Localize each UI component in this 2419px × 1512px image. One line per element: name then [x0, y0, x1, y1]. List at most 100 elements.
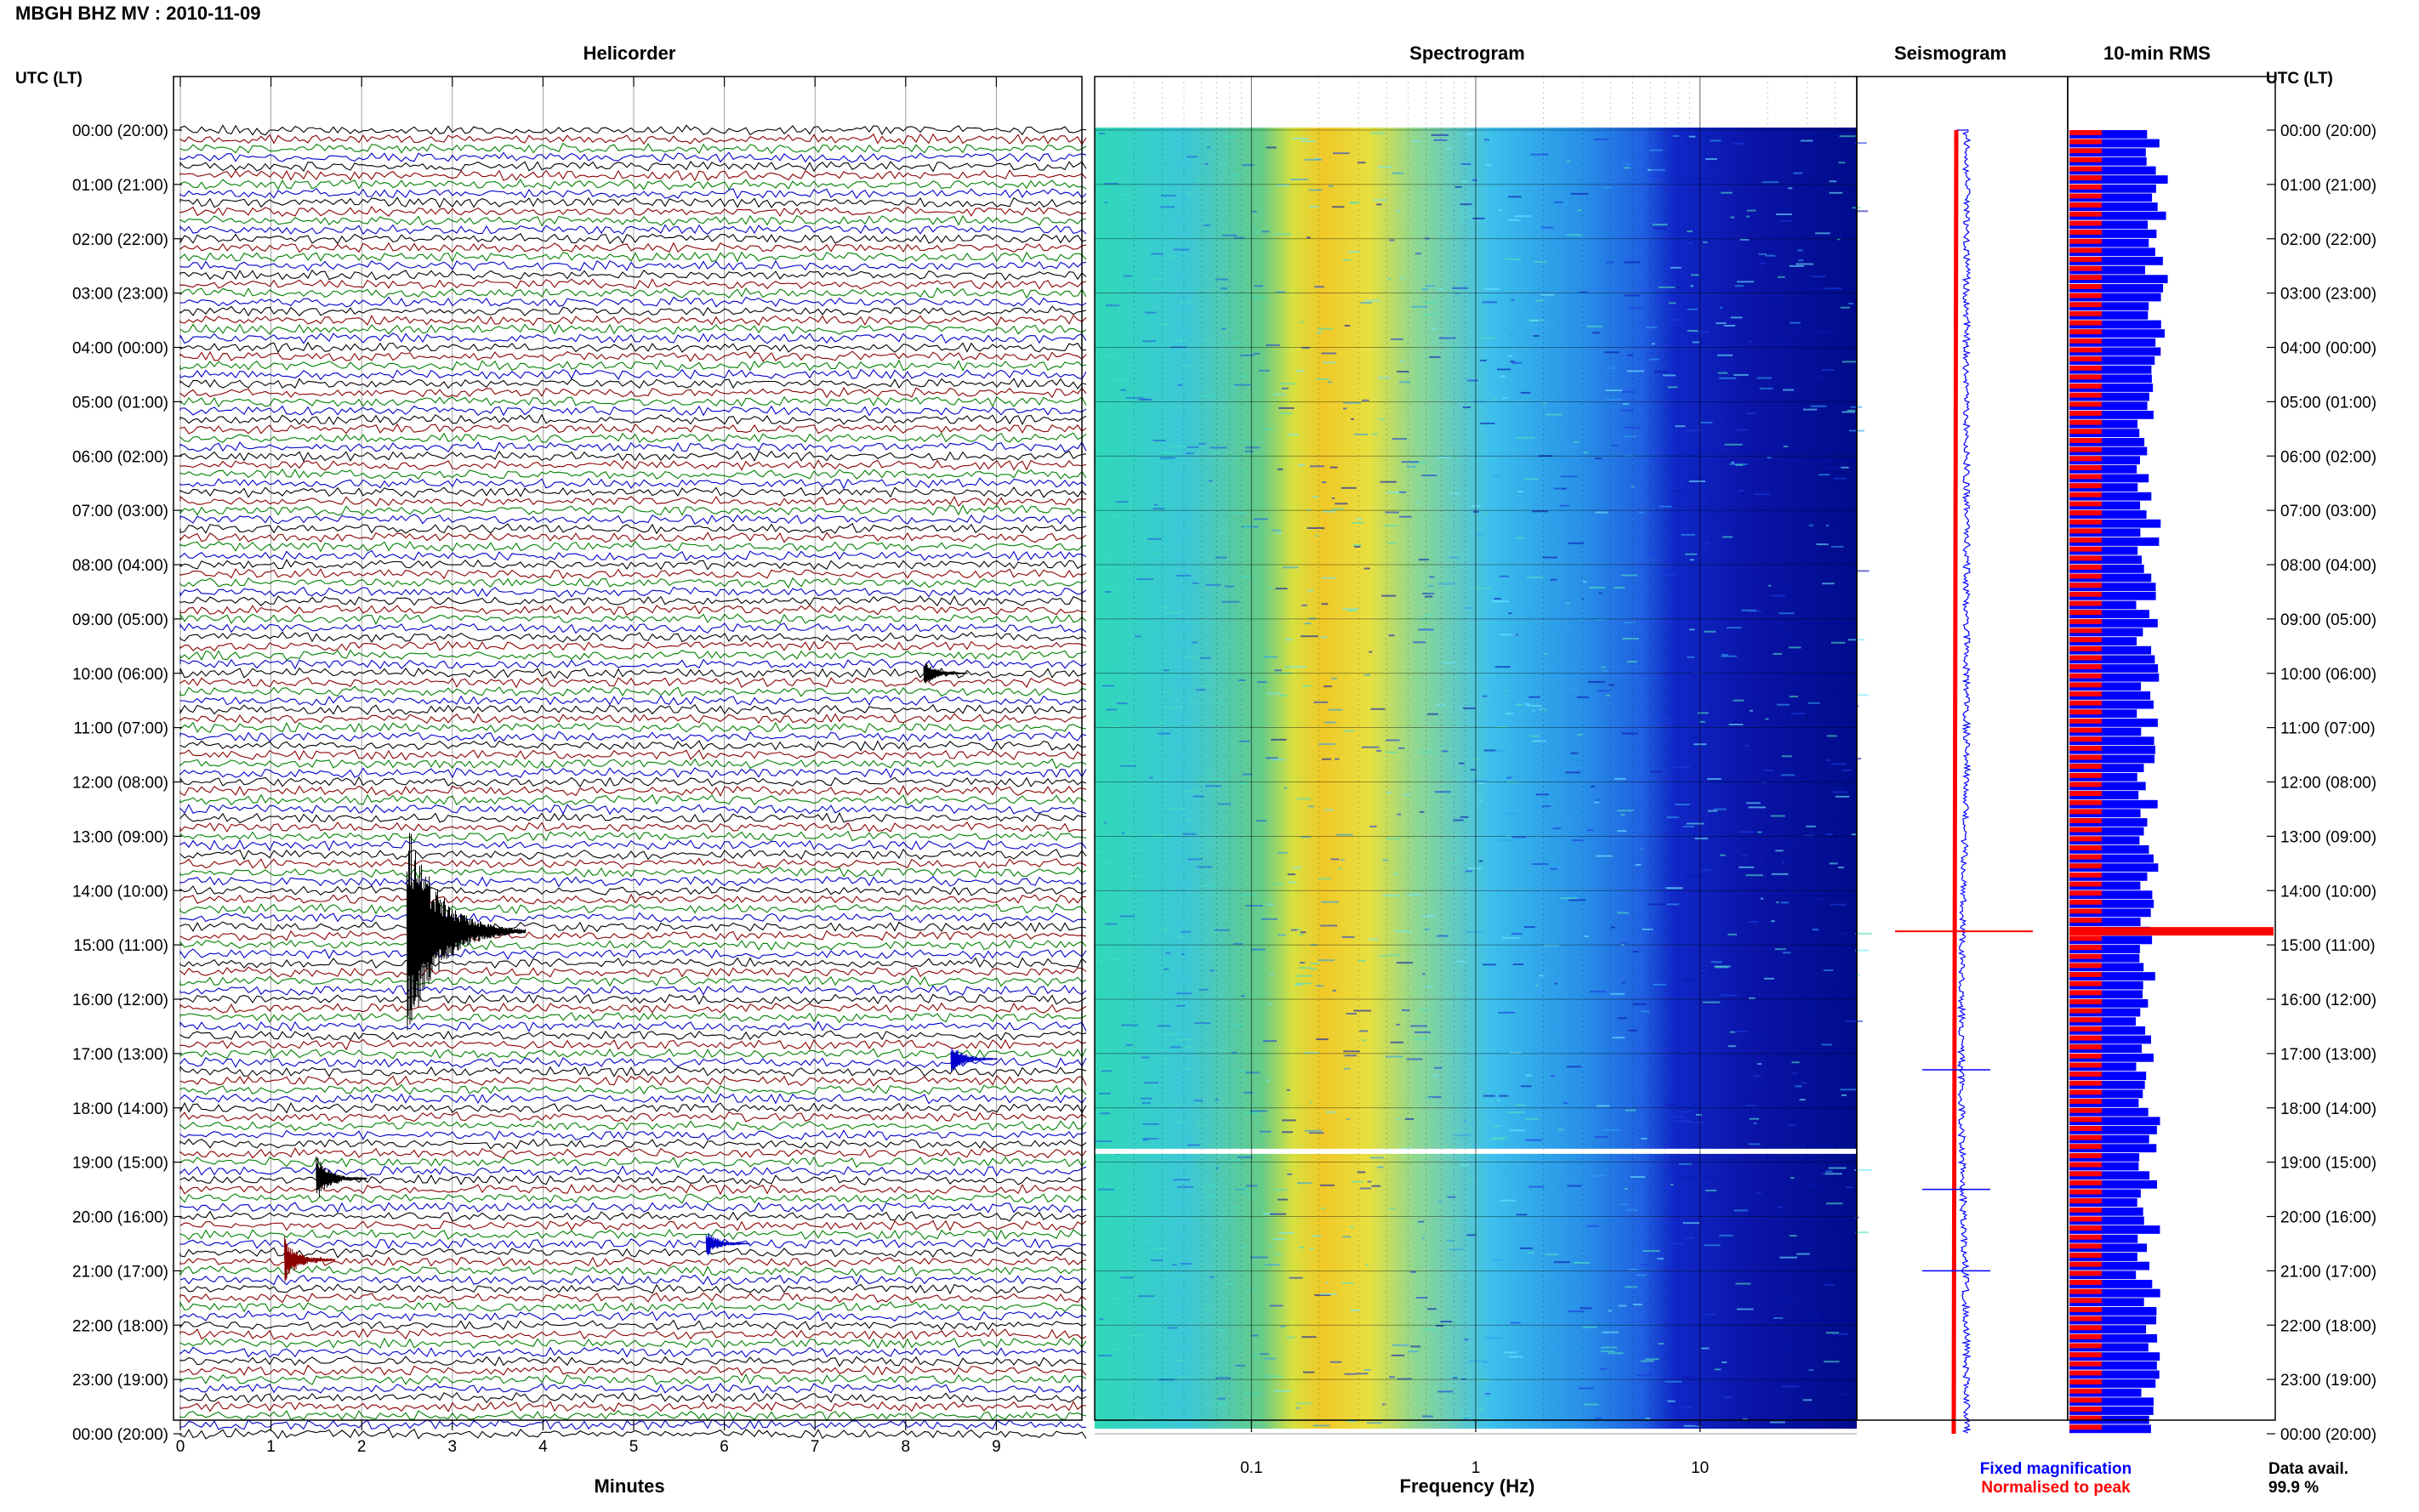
- spectrogram-streak: [1365, 1264, 1369, 1266]
- spectrogram-streak: [1173, 1122, 1189, 1124]
- spectrogram-streak: [1533, 335, 1540, 337]
- rms-fixed-bar: [2069, 972, 2155, 981]
- rms-fixed-bar: [2069, 1134, 2149, 1144]
- helicorder-trace: [179, 359, 1087, 372]
- spectrogram-streak: [1709, 503, 1714, 505]
- helicorder-trace: [179, 486, 1087, 498]
- spectrogram-streak: [1745, 1105, 1757, 1107]
- rms-fixed-bar: [2069, 827, 2144, 836]
- spectrogram-streak: [1600, 1350, 1615, 1353]
- rms-normalised-bar: [2069, 655, 2102, 661]
- spectrogram-streak: [1251, 948, 1266, 951]
- spectrogram-streak: [1640, 1360, 1654, 1362]
- spectrogram-streak: [1483, 287, 1500, 290]
- spectrogram-streak: [1309, 1101, 1312, 1104]
- spectrogram-streak: [1771, 873, 1789, 875]
- spectrogram-streak: [1301, 931, 1306, 934]
- helicorder-trace: [179, 187, 1087, 200]
- helicorder-trace: [179, 902, 1087, 915]
- rms-fixed-bar: [2069, 238, 2149, 247]
- spectrogram-streak: [1703, 1175, 1716, 1178]
- spectrogram-streak: [1602, 1331, 1619, 1333]
- rms-fixed-bar: [2069, 981, 2143, 990]
- spectrogram-streak: [1511, 1322, 1521, 1324]
- spectrogram-streak: [1578, 1387, 1595, 1390]
- helicorder-trace: [179, 1101, 1087, 1114]
- helicorder-trace: [179, 821, 1087, 833]
- spectrogram-streak: [1779, 343, 1797, 345]
- spectrogram-streak: [1312, 1424, 1330, 1427]
- spectrogram-streak: [1505, 258, 1522, 260]
- spectrogram-streak: [1824, 467, 1842, 469]
- spectrogram-streak: [1328, 185, 1334, 187]
- spectrogram-x-tick-label: 1: [1471, 1459, 1481, 1477]
- spectrogram-streak: [1847, 409, 1856, 412]
- spectrogram-streak: [1236, 1188, 1250, 1191]
- spectrogram-streak: [1614, 587, 1625, 588]
- spectrogram-streak: [1531, 426, 1547, 429]
- spectrogram-streak: [1852, 705, 1859, 708]
- spectrogram-streak: [1418, 1220, 1425, 1223]
- spectrogram-streak: [1234, 769, 1240, 771]
- rms-fixed-bar: [2069, 719, 2158, 727]
- spectrogram-streak: [1214, 929, 1230, 931]
- spectrogram-streak: [1244, 441, 1253, 444]
- spectrogram-streak: [1181, 953, 1185, 956]
- spectrogram-streak: [1444, 147, 1454, 150]
- spectrogram-streak: [1484, 139, 1490, 141]
- spectrogram-streak: [1423, 1328, 1437, 1331]
- spectrogram-streak: [1141, 1056, 1150, 1059]
- spectrogram-streak: [1848, 303, 1853, 304]
- spectrogram-streak: [1466, 1234, 1476, 1236]
- spectrogram-streak: [1675, 425, 1686, 428]
- rms-normalised-bar: [2069, 537, 2102, 543]
- spectrogram-streak: [1648, 175, 1665, 178]
- helicorder-trace: [179, 368, 1087, 381]
- spectrogram-streak: [1789, 842, 1797, 844]
- spectrogram-streak: [1324, 809, 1334, 811]
- spectrogram-streak: [1748, 806, 1766, 809]
- spectrogram-streak: [1624, 622, 1636, 624]
- right-time-tick-label: 00:00 (20:00): [2280, 1426, 2376, 1444]
- spectrogram-streak: [1101, 1070, 1113, 1072]
- spectrogram-streak: [1757, 1063, 1762, 1066]
- spectrogram-streak: [1579, 1307, 1592, 1310]
- rms-fixed-bar: [2069, 537, 2160, 546]
- spectrogram-streak: [1623, 261, 1641, 264]
- rms-normalised-bar: [2069, 1298, 2102, 1304]
- spectrogram-x-tick-label: 10: [1691, 1459, 1709, 1477]
- spectrogram-streak: [1204, 768, 1212, 770]
- spectrogram-streak: [1215, 556, 1227, 559]
- spectrogram-streak: [1595, 511, 1608, 514]
- spectrogram-streak: [1483, 695, 1488, 697]
- spectrogram-streak: [1508, 775, 1520, 777]
- data-availability-label: Data avail.: [2268, 1460, 2348, 1478]
- left-time-tick-label: 03:00 (23:00): [72, 286, 168, 304]
- spectrogram-streak: [1369, 1157, 1384, 1159]
- spectrogram-streak: [1461, 1378, 1466, 1380]
- spectrogram-streak: [1782, 861, 1785, 864]
- spectrogram-streak: [1691, 736, 1698, 739]
- rms-fixed-bar: [2069, 999, 2149, 1008]
- spectrogram-streak: [1243, 526, 1254, 528]
- spectrogram-streak: [1272, 1238, 1285, 1241]
- spectrogram-streak: [1306, 236, 1311, 239]
- helicorder-trace: [179, 522, 1087, 535]
- spectrogram-streak: [1318, 743, 1335, 745]
- spectrogram-streak: [1295, 370, 1305, 372]
- spectrogram-streak: [1347, 251, 1361, 253]
- right-time-tick-label: 21:00 (17:00): [2280, 1263, 2376, 1281]
- spectrogram-streak: [1210, 778, 1223, 781]
- helicorder-trace: [179, 939, 1087, 951]
- left-time-tick-label: 18:00 (14:00): [72, 1100, 168, 1118]
- rms-fixed-bar: [2069, 700, 2154, 709]
- rms-normalised-bar: [2069, 1397, 2102, 1403]
- spectrogram-streak: [1729, 1031, 1736, 1033]
- right-time-tick-label: 16:00 (12:00): [2280, 992, 2376, 1009]
- spectrogram-streak: [1380, 480, 1397, 483]
- spectrogram-streak: [1250, 1334, 1259, 1337]
- spectrogram-streak: [1592, 332, 1600, 334]
- spectrogram-streak: [1825, 1332, 1840, 1334]
- spectrogram-streak: [1452, 287, 1468, 289]
- spectrogram-streak: [1683, 1424, 1702, 1427]
